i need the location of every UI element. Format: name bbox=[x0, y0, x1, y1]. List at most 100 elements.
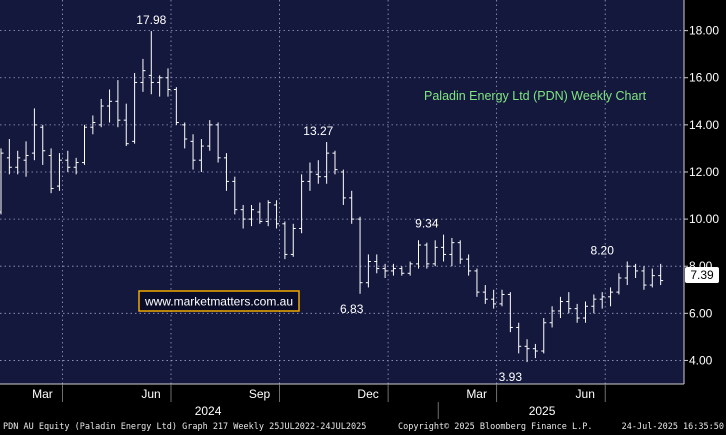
price-annotation: 8.20 bbox=[591, 243, 615, 257]
ohlc-bar bbox=[215, 122, 221, 163]
ohlc-bar bbox=[649, 268, 655, 288]
watermark-text: www.marketmatters.com.au bbox=[144, 295, 293, 309]
footer-copyright: Copyright© 2025 Bloomberg Finance L.P. bbox=[398, 422, 593, 432]
ohlc-bar bbox=[599, 292, 605, 309]
ohlc-bar bbox=[516, 322, 522, 354]
y-tick-label: 6.00 bbox=[689, 306, 713, 320]
price-annotations: 17.98 13.27 6.83 9.34 3.93 8.20 bbox=[136, 13, 614, 384]
y-tick-label: 14.00 bbox=[689, 118, 719, 132]
ohlc-bar bbox=[290, 223, 296, 257]
ohlc-bar bbox=[390, 263, 396, 276]
ohlc-bar bbox=[48, 148, 54, 194]
ohlc-bar bbox=[416, 240, 421, 269]
ohlc-bar bbox=[107, 89, 113, 123]
ohlc-bar bbox=[173, 87, 179, 125]
ohlc-bar bbox=[624, 261, 630, 286]
footer-security-info: PDN AU Equity (Paladin Energy Ltd) Graph… bbox=[3, 422, 367, 432]
ohlc-bar bbox=[507, 292, 513, 333]
ohlc-bar bbox=[466, 254, 472, 276]
ohlc-bar bbox=[0, 148, 4, 215]
ohlc-bar bbox=[608, 287, 614, 307]
ohlc-bar bbox=[524, 339, 530, 363]
plot-area bbox=[0, 0, 684, 384]
ohlc-bar bbox=[324, 142, 330, 184]
ohlc-bar bbox=[123, 103, 129, 147]
ohlc-bar bbox=[157, 75, 163, 97]
ohlc-bar bbox=[198, 138, 204, 172]
y-tick-label: 4.00 bbox=[689, 353, 713, 367]
ohlc-bar bbox=[549, 306, 555, 328]
ohlc-bar bbox=[240, 204, 246, 229]
ohlc-bar bbox=[148, 31, 154, 95]
price-bars bbox=[0, 31, 664, 363]
x-axis: Mar Jun Sep Dec Mar Jun 2024 2025 bbox=[0, 383, 684, 420]
ohlc-bar bbox=[441, 234, 447, 262]
x-year-label: 2024 bbox=[195, 404, 222, 418]
ohlc-bar bbox=[424, 242, 430, 269]
ohlc-bar bbox=[257, 202, 263, 224]
ohlc-bar bbox=[165, 68, 171, 97]
ohlc-bar bbox=[457, 240, 463, 264]
x-month-label: Jun bbox=[576, 387, 595, 401]
ohlc-bar bbox=[541, 318, 547, 354]
ohlc-bar bbox=[399, 266, 405, 276]
ohlc-bar bbox=[315, 160, 321, 184]
ohlc-bar bbox=[274, 200, 280, 229]
ohlc-bar bbox=[182, 122, 188, 149]
ohlc-bar bbox=[6, 138, 12, 175]
ohlc-bar bbox=[190, 134, 196, 170]
ohlc-bar bbox=[557, 296, 563, 319]
ohlc-bar bbox=[532, 343, 538, 359]
ohlc-bar bbox=[449, 237, 455, 267]
ohlc-bar bbox=[249, 204, 254, 227]
last-price-value: 7.39 bbox=[690, 268, 714, 282]
ohlc-bar bbox=[374, 254, 380, 274]
ohlc-bar bbox=[641, 266, 647, 290]
y-tick-label: 12.00 bbox=[689, 165, 719, 179]
ohlc-bar bbox=[132, 73, 138, 144]
x-month-label: Mar bbox=[32, 387, 53, 401]
ohlc-bar bbox=[115, 80, 121, 128]
ohlc-bar bbox=[349, 190, 355, 224]
ohlc-bar bbox=[82, 124, 87, 165]
ohlc-bar bbox=[31, 108, 37, 161]
ohlc-bar bbox=[40, 124, 46, 165]
x-month-label: Dec bbox=[357, 387, 378, 401]
ohlc-bar bbox=[223, 153, 229, 191]
ohlc-bar bbox=[566, 292, 572, 314]
footer-timestamp: 24-Jul-2025 16:35:50 bbox=[621, 422, 724, 432]
chart-title: Paladin Energy Ltd (PDN) Weekly Chart bbox=[424, 89, 647, 103]
ohlc-bar bbox=[340, 169, 346, 205]
watermark-box: www.marketmatters.com.au bbox=[138, 290, 300, 312]
ohlc-bar bbox=[491, 289, 497, 309]
x-year-label: 2025 bbox=[529, 404, 556, 418]
ohlc-bar bbox=[499, 289, 505, 307]
ohlc-bar bbox=[140, 58, 146, 92]
ohlc-bar bbox=[365, 254, 371, 288]
price-annotation: 13.27 bbox=[303, 124, 333, 138]
ohlc-bar bbox=[232, 176, 238, 215]
ohlc-bar bbox=[73, 157, 79, 175]
x-month-label: Jun bbox=[141, 387, 160, 401]
ohlc-bar bbox=[56, 153, 62, 191]
ohlc-bar bbox=[65, 150, 71, 172]
ohlc-bar bbox=[482, 285, 488, 304]
ohlc-bar bbox=[307, 162, 313, 191]
ohlc-bar bbox=[616, 273, 622, 295]
y-tick-label: 10.00 bbox=[689, 212, 719, 226]
ohlc-bar bbox=[658, 263, 664, 286]
price-annotation: 9.34 bbox=[415, 217, 439, 231]
price-annotation: 17.98 bbox=[136, 13, 166, 27]
ohlc-bar bbox=[574, 303, 580, 323]
ohlc-bar bbox=[23, 141, 29, 177]
ohlc-bar bbox=[265, 200, 271, 227]
x-month-label: Mar bbox=[466, 387, 487, 401]
price-annotation: 3.93 bbox=[499, 370, 523, 384]
price-annotation: 6.83 bbox=[340, 302, 364, 316]
ohlc-bar bbox=[633, 263, 639, 278]
ohlc-bar bbox=[90, 115, 96, 135]
y-tick-label: 16.00 bbox=[689, 71, 719, 85]
ohlc-bar bbox=[583, 301, 588, 323]
ohlc-bar bbox=[299, 174, 305, 234]
ohlc-bar bbox=[98, 98, 104, 128]
